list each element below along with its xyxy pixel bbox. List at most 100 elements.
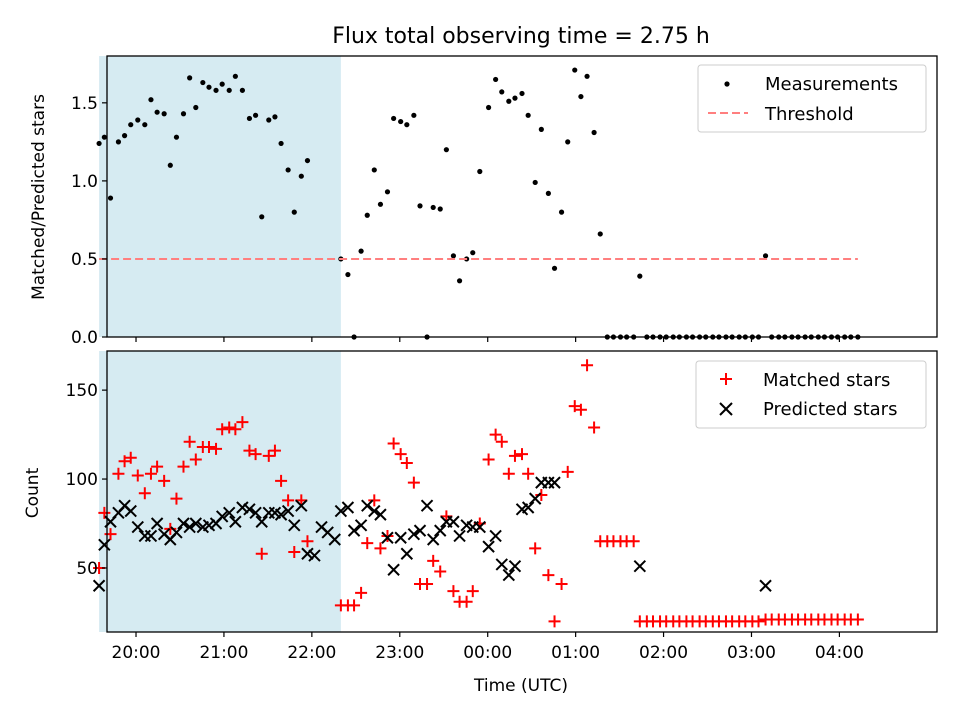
x-tick-label: 00:00: [463, 643, 512, 663]
measurements-point: [206, 84, 212, 90]
measurements-point: [161, 111, 167, 117]
matched-stars-point: [138, 487, 151, 500]
measurements-point: [107, 195, 114, 201]
matched-stars-point: [421, 577, 434, 590]
measurements-point: [148, 97, 154, 103]
measurements-point: [512, 95, 518, 101]
predicted-stars-point: [548, 476, 561, 489]
predicted-stars-point: [215, 510, 229, 523]
predicted-stars-point: [236, 501, 249, 514]
matched-stars-point: [361, 537, 374, 550]
figure-title: Flux total observing time = 2.75 h: [332, 24, 710, 49]
predicted-stars-point: [502, 568, 516, 582]
matched-stars-point: [202, 441, 215, 454]
measurements-point: [437, 206, 443, 212]
matched-stars-point: [151, 460, 164, 473]
measurements-point: [180, 111, 187, 117]
matched-stars-point: [189, 453, 202, 466]
measurements-point: [578, 93, 584, 100]
matched-stars-point: [400, 457, 413, 470]
predicted-stars-point: [528, 492, 542, 505]
measurements-point: [239, 87, 246, 93]
measurements-point: [532, 179, 538, 186]
count-y-axis-label: Count: [23, 467, 43, 518]
ratio-shaded-region: [99, 56, 341, 337]
x-axis-label: Time (UTC): [473, 676, 568, 696]
matched-stars-point: [387, 437, 400, 450]
x-tick-label: 01:00: [551, 643, 600, 663]
measurements-point: [291, 209, 297, 215]
ratio-x-ticks: [135, 337, 841, 342]
predicted-stars-point: [368, 504, 381, 518]
measurements-point: [193, 104, 199, 111]
measurements-point: [545, 190, 551, 196]
matched-stars-point: [249, 448, 262, 461]
x-tick-label: 20:00: [112, 643, 161, 663]
measurements-point: [115, 139, 122, 145]
predicted-stars-point: [202, 519, 216, 532]
measurements-point: [226, 87, 232, 93]
matched-stars-point: [275, 474, 288, 487]
matched-stars-point: [268, 444, 281, 457]
matched-stars-point: [627, 535, 640, 548]
legend-marker-predicted-stars: [719, 402, 733, 416]
predicted-stars-point: [170, 526, 183, 539]
predicted-stars-point: [473, 520, 487, 534]
predicted-stars-point: [301, 547, 314, 560]
matched-stars-point: [466, 585, 479, 598]
matched-stars-point: [508, 449, 521, 462]
measurements-point: [298, 173, 304, 179]
predicted-stars-point: [295, 499, 308, 512]
matched-stars-point: [495, 435, 508, 448]
predicted-stars-point: [281, 504, 295, 518]
ratio-y-tick-label: 0.5: [71, 250, 98, 270]
matched-stars-point: [460, 595, 473, 608]
predicted-stars-point: [150, 517, 164, 530]
measurements-point: [499, 89, 505, 95]
count-y-tick-label: 100: [66, 470, 98, 490]
measurements-point: [377, 201, 384, 207]
predicted-stars-point: [447, 515, 460, 528]
predicted-stars-point: [131, 520, 144, 534]
predicted-stars-point: [255, 515, 268, 528]
matched-stars-point: [574, 403, 587, 416]
matched-stars-point: [170, 492, 183, 505]
matched-stars-point: [434, 565, 447, 578]
predicted-stars-point: [508, 559, 522, 573]
measurements-point: [154, 109, 160, 115]
predicted-stars-point: [98, 538, 111, 552]
predicted-stars-point: [394, 531, 407, 544]
measurements-point: [259, 214, 265, 220]
predicted-stars-point: [183, 520, 196, 534]
ratio-panel: 0.0 0.5 1.0 1.5 Matched/Predicted stars Mea…: [29, 55, 938, 348]
measurements-point: [213, 87, 219, 93]
predicted-stars-point: [482, 540, 495, 553]
measurements-point: [304, 157, 311, 164]
measurements-point: [443, 147, 449, 153]
predicted-stars-point: [274, 508, 288, 521]
predicted-stars-point: [381, 531, 394, 544]
measurements-point: [96, 140, 102, 147]
predicted-stars-point: [124, 504, 137, 518]
matched-stars-point: [124, 451, 137, 464]
predicted-stars-point: [374, 508, 387, 521]
predicted-stars-point: [495, 558, 508, 571]
predicted-stars-point: [521, 501, 535, 514]
predicted-stars-point: [92, 579, 106, 592]
measurements-point: [572, 67, 578, 73]
predicted-stars-point: [361, 499, 374, 512]
matched-stars-point: [112, 467, 125, 480]
ratio-y-tick-label: 1.5: [71, 94, 98, 114]
legend-marker-measurements: [724, 81, 730, 87]
measurements-point: [364, 212, 370, 218]
measurements-point: [173, 134, 180, 140]
predicted-stars-point: [229, 515, 242, 528]
predicted-stars-point: [400, 547, 414, 560]
measurements-point: [637, 273, 643, 279]
matched-stars-point: [502, 467, 515, 480]
legend-label-measurements: Measurements: [765, 74, 898, 95]
predicted-stars-point: [354, 519, 368, 532]
measurements-point: [278, 140, 284, 147]
count-panel: 50 100 150 20:00 21:00 22:00 23:00 00:00 01:00 0…: [23, 350, 938, 663]
